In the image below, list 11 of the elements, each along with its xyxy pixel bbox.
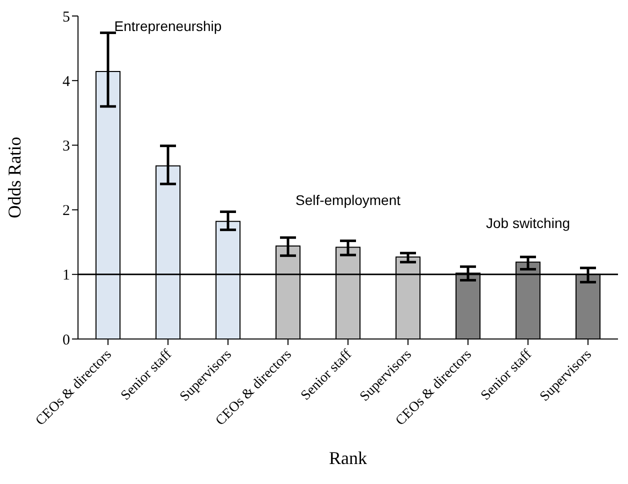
y-tick-label: 4	[62, 74, 70, 90]
y-tick-label: 0	[62, 332, 70, 348]
y-tick-label: 2	[62, 203, 70, 220]
annotation: Self-employment	[295, 192, 401, 208]
annotation: Job switching	[486, 214, 570, 231]
y-tick-label: 3	[62, 138, 70, 155]
y-axis-title: Odds Ratio	[4, 136, 24, 218]
x-axis-title: Rank	[329, 448, 367, 468]
annotation: Entrepreneurship	[114, 18, 222, 34]
y-tick-label: 5	[62, 9, 70, 26]
y-tick-label: 1	[62, 268, 70, 284]
